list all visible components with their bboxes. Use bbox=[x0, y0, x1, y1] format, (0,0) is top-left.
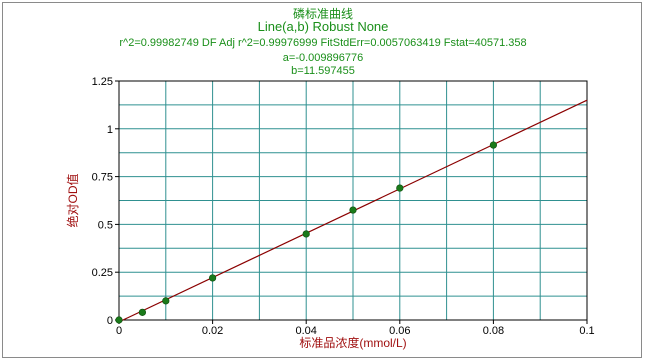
x-axis-label: 标准品浓度(mmol/L) bbox=[299, 335, 406, 350]
y-axis-label: 绝对OD值 bbox=[65, 173, 80, 227]
param-a: a=-0.009896776 bbox=[282, 52, 364, 64]
x-tick-label: 0.08 bbox=[483, 325, 504, 337]
x-tick-label: 0 bbox=[116, 325, 122, 337]
y-tick-label: 0 bbox=[107, 315, 113, 327]
x-tick-label: 0.1 bbox=[579, 325, 594, 337]
y-tick-label: 1 bbox=[107, 124, 113, 136]
y-tick-label: 0.75 bbox=[92, 172, 113, 184]
fit-statistics: r^2=0.99982749 DF Adj r^2=0.99976999 Fit… bbox=[119, 37, 527, 49]
y-tick-label: 0.25 bbox=[92, 267, 113, 279]
data-point bbox=[162, 297, 170, 305]
data-point bbox=[209, 274, 217, 282]
x-tick-label: 0.02 bbox=[202, 325, 223, 337]
x-tick-label: 0.06 bbox=[389, 325, 410, 337]
data-point bbox=[138, 308, 146, 316]
y-tick-label: 0.5 bbox=[98, 219, 113, 231]
data-point bbox=[396, 184, 404, 192]
data-point bbox=[115, 316, 123, 324]
data-point bbox=[489, 141, 498, 149]
chart-subtitle: Line(a,b) Robust None bbox=[257, 19, 389, 34]
chart-frame bbox=[2, 2, 642, 358]
param-b: b=11.597455 bbox=[291, 65, 355, 77]
data-point bbox=[349, 206, 357, 214]
data-point bbox=[302, 230, 310, 238]
y-tick-label: 1.25 bbox=[92, 76, 113, 88]
plot-border bbox=[118, 80, 588, 321]
x-tick-label: 0.04 bbox=[295, 325, 316, 337]
chart-title: 磷标准曲线 bbox=[292, 7, 353, 21]
